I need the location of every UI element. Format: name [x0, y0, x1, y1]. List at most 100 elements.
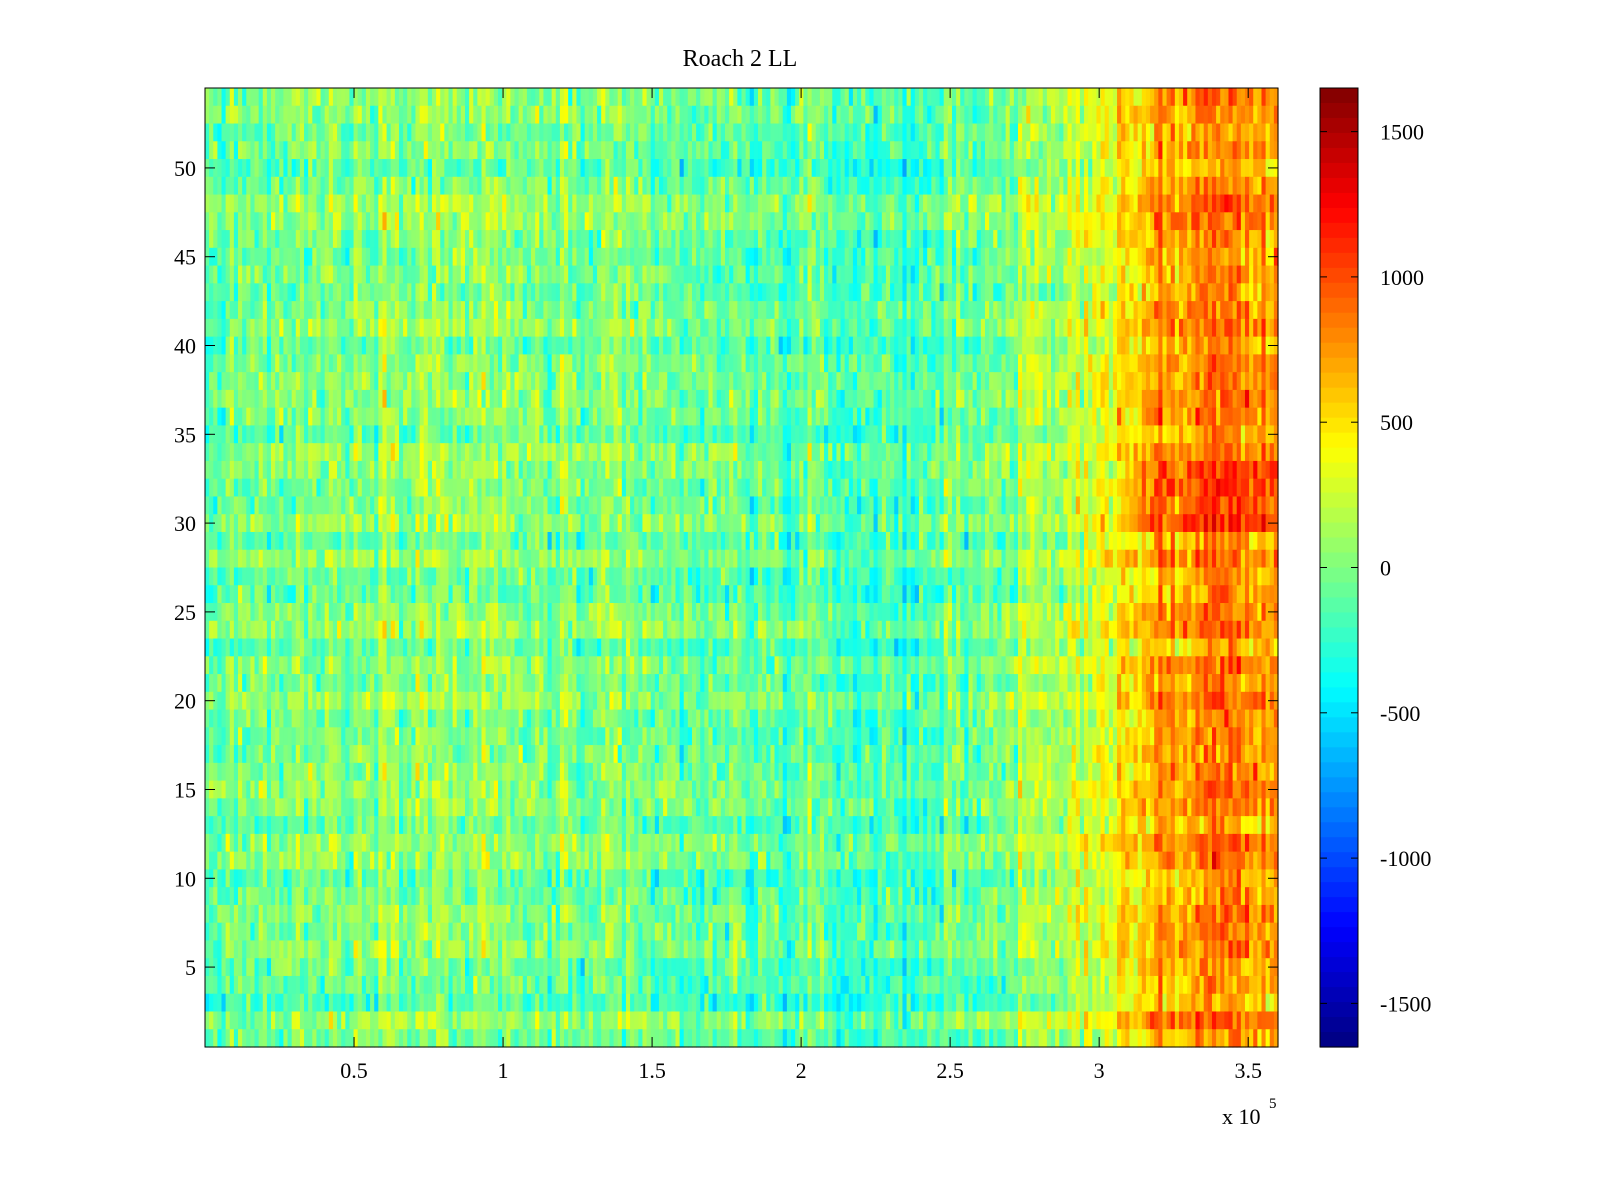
heatmap-cell [1104, 336, 1110, 355]
heatmap-cell [456, 301, 462, 320]
heatmap-cell [341, 372, 346, 391]
heatmap-cell [1005, 230, 1011, 249]
heatmap-cell [365, 88, 371, 107]
heatmap-cell [1112, 265, 1118, 284]
heatmap-cell [658, 212, 664, 231]
heatmap-cell [943, 318, 949, 338]
heatmap-cell [444, 230, 450, 249]
heatmap-cell [630, 105, 635, 125]
heatmap-cell [1071, 354, 1077, 373]
heatmap-cell [675, 123, 681, 142]
heatmap-cell [555, 176, 561, 196]
heatmap-cell [700, 283, 705, 302]
heatmap-cell [1253, 354, 1258, 373]
heatmap-cell [1022, 123, 1027, 142]
heatmap-cell [918, 336, 924, 355]
heatmap-cell [229, 265, 235, 284]
heatmap-cell [213, 159, 218, 178]
heatmap-cell [493, 212, 499, 231]
heatmap-cell [1005, 212, 1011, 231]
heatmap-cell [906, 407, 912, 427]
heatmap-cell [931, 123, 937, 142]
heatmap-cell [1232, 176, 1238, 196]
heatmap-cell [1030, 354, 1036, 373]
heatmap-cell [1178, 141, 1184, 160]
heatmap-cell [308, 247, 313, 267]
heatmap-cell [960, 159, 965, 178]
heatmap-cell [1121, 389, 1126, 409]
heatmap-cell [708, 212, 714, 231]
heatmap-cell [1187, 123, 1192, 142]
heatmap-cell [551, 372, 557, 391]
heatmap-cell [275, 123, 280, 142]
heatmap-cell [984, 336, 990, 355]
heatmap-cell [572, 301, 578, 320]
heatmap-cell [332, 105, 338, 125]
heatmap-cell [898, 318, 904, 338]
heatmap-cell [1170, 318, 1176, 338]
heatmap-cell [440, 336, 445, 355]
heatmap-cell [1100, 372, 1106, 391]
heatmap-cell [1195, 230, 1201, 249]
heatmap-cell [1228, 247, 1234, 267]
heatmap-cell [1018, 105, 1023, 125]
heatmap-cell [444, 105, 450, 125]
heatmap-cell [1067, 318, 1073, 338]
heatmap-cell [836, 336, 842, 355]
heatmap-cell [1145, 336, 1151, 355]
heatmap-cell [923, 194, 928, 213]
heatmap-cell [1265, 336, 1271, 355]
heatmap-cell [275, 212, 280, 231]
heatmap-cell [1195, 212, 1201, 231]
heatmap-cell [205, 283, 210, 302]
heatmap-cell [1088, 212, 1093, 231]
heatmap-cell [1079, 336, 1085, 355]
heatmap-cell [436, 159, 441, 178]
heatmap-cell [514, 318, 520, 338]
heatmap-cell [663, 389, 668, 409]
heatmap-cell [217, 194, 223, 213]
heatmap-cell [811, 265, 817, 284]
heatmap-cell [349, 407, 355, 427]
heatmap-cell [1145, 318, 1151, 338]
heatmap-cell [1026, 354, 1031, 373]
heatmap-cell [1018, 230, 1023, 249]
heatmap-cell [1236, 230, 1242, 249]
heatmap-cell [605, 212, 611, 231]
heatmap-cell [531, 354, 536, 373]
heatmap-cell [861, 194, 866, 213]
heatmap-cell [547, 372, 553, 391]
heatmap-cell [762, 212, 767, 231]
heatmap-cell [1063, 194, 1069, 213]
heatmap-cell [427, 372, 433, 391]
heatmap-cell [295, 354, 301, 373]
heatmap-cell [502, 194, 507, 213]
heatmap-cell [568, 141, 573, 160]
heatmap-cell [209, 141, 214, 160]
heatmap-cell [869, 336, 875, 355]
heatmap-cell [291, 212, 297, 231]
heatmap-cell [658, 123, 664, 142]
heatmap-cell [1005, 372, 1011, 391]
heatmap-cell [766, 372, 771, 391]
heatmap-cell [1121, 141, 1126, 160]
heatmap-cell [1104, 88, 1110, 107]
heatmap-cell [295, 123, 301, 142]
heatmap-cell [815, 318, 821, 338]
heatmap-cell [1265, 123, 1271, 142]
heatmap-cell [1203, 354, 1209, 373]
heatmap-cell [1084, 283, 1089, 302]
heatmap-cell [1009, 283, 1015, 302]
heatmap-cell [225, 354, 231, 373]
heatmap-cell [857, 105, 862, 125]
heatmap-cell [345, 354, 351, 373]
heatmap-cell [745, 336, 751, 355]
heatmap-cell [378, 372, 384, 391]
heatmap-cell [559, 159, 565, 178]
heatmap-cell [1174, 194, 1180, 213]
heatmap-cell [1075, 141, 1081, 160]
heatmap-cell [984, 123, 990, 142]
heatmap-cell [791, 141, 796, 160]
heatmap-cell [667, 88, 672, 107]
heatmap-cell [1084, 265, 1089, 284]
